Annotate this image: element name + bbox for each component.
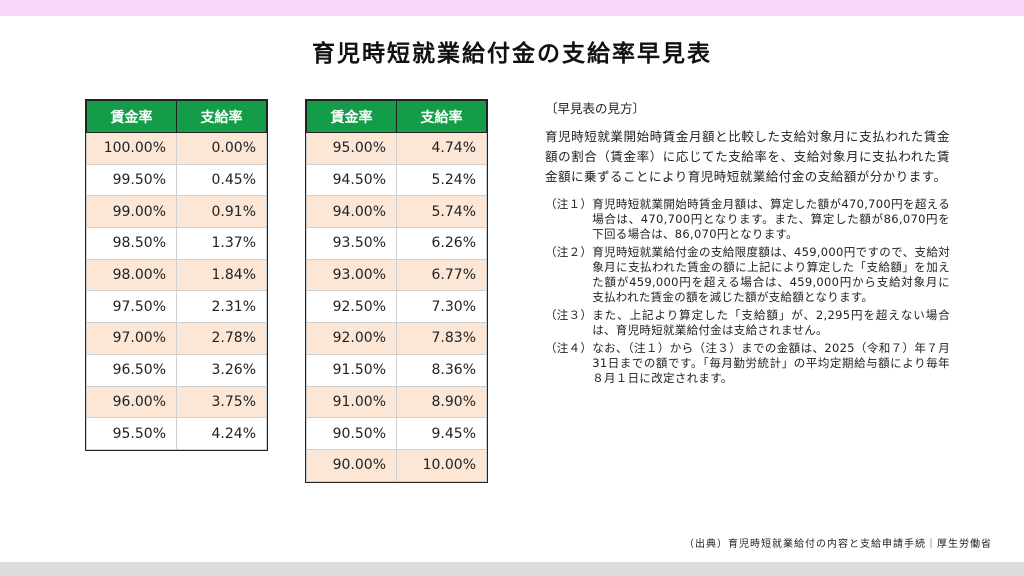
table-row: 100.00% 0.00% [86,132,267,165]
payment-rate-cell: 9.45% [396,417,487,450]
table-row: 99.00% 0.91% [86,195,267,229]
note-text: また、上記より算定した「支給額」が、2,295円を超えない場合は、育児時短就業給… [592,308,950,337]
payment-rate-cell: 6.26% [396,227,487,260]
wage-rate-cell: 98.50% [86,227,177,260]
table-row: 98.00% 1.84% [86,258,267,292]
payment-rate-cell: 2.78% [176,322,267,355]
wage-rate-cell: 95.00% [306,132,397,165]
rate-table-right: 賃金率 支給率 95.00% 4.74% 94.50% 5.24% 94.00% 5.74… [305,99,488,483]
table-header-row: 賃金率 支給率 [86,100,267,133]
note-label: （注１） [545,197,593,211]
page-title: 育児時短就業給付金の支給率早見表 [312,41,712,67]
table-row: 91.50% 8.36% [306,353,487,387]
payment-rate-cell: 5.24% [396,163,487,197]
table-row: 97.50% 2.31% [86,290,267,324]
table-row: 95.50% 4.24% [86,417,267,450]
rate-table-right-body: 95.00% 4.74% 94.50% 5.24% 94.00% 5.74% 93.50% 6… [306,132,487,482]
rate-table-left: 賃金率 支給率 100.00% 0.00% 99.50% 0.45% 99.00% 0.9… [85,99,268,451]
payment-rate-cell: 6.77% [396,258,487,292]
wage-rate-cell: 98.00% [86,258,177,292]
table-row: 97.00% 2.78% [86,322,267,355]
table-row: 99.50% 0.45% [86,163,267,197]
wage-rate-cell: 94.50% [306,163,397,197]
wage-rate-cell: 97.50% [86,290,177,324]
note-label: （注３） [545,308,593,322]
wage-rate-cell: 95.50% [86,417,177,450]
wage-rate-cell: 92.50% [306,290,397,324]
wage-rate-cell: 91.00% [306,385,397,419]
top-color-band [0,0,1024,16]
note-item: （注１） 育児時短就業開始時賃金月額は、算定した額が470,700円を超える場合は… [545,197,950,242]
payment-rate-cell: 3.26% [176,353,267,387]
table-row: 98.50% 1.37% [86,227,267,260]
table-row: 94.50% 5.24% [306,163,487,197]
wage-rate-cell: 99.50% [86,163,177,197]
table-row: 90.50% 9.45% [306,417,487,450]
wage-rate-cell: 94.00% [306,195,397,229]
payment-rate-cell: 5.74% [396,195,487,229]
notes-list: （注１） 育児時短就業開始時賃金月額は、算定した額が470,700円を超える場合は… [545,197,950,386]
payment-rate-cell: 1.37% [176,227,267,260]
bottom-color-band [0,562,1024,576]
wage-rate-cell: 96.00% [86,385,177,419]
payment-rate-cell: 0.00% [176,132,267,165]
table-row: 93.50% 6.26% [306,227,487,260]
wage-rate-cell: 100.00% [86,132,177,165]
table-row: 92.00% 7.83% [306,322,487,355]
table-row: 96.00% 3.75% [86,385,267,419]
table-row: 95.00% 4.74% [306,132,487,165]
note-text: 育児時短就業給付金の支給限度額は、459,000円ですので、支給対象月に支払われ… [592,245,950,304]
payment-rate-cell: 8.90% [396,385,487,419]
column-header-payment-rate: 支給率 [396,100,487,133]
table-row: 96.50% 3.26% [86,353,267,387]
wage-rate-cell: 97.00% [86,322,177,355]
table-row: 91.00% 8.90% [306,385,487,419]
payment-rate-cell: 7.83% [396,322,487,355]
wage-rate-cell: 93.50% [306,227,397,260]
note-text: なお、（注１）から（注３）までの金額は、2025（令和７）年７月31日までの額で… [592,341,950,385]
payment-rate-cell: 10.00% [396,448,487,482]
column-header-payment-rate: 支給率 [176,100,267,133]
note-label: （注２） [545,245,593,259]
column-header-wage-rate: 賃金率 [86,100,177,133]
payment-rate-cell: 4.24% [176,417,267,450]
table-row: 92.50% 7.30% [306,290,487,324]
payment-rate-cell: 0.45% [176,163,267,197]
wage-rate-cell: 90.00% [306,448,397,482]
rate-table-left-body: 100.00% 0.00% 99.50% 0.45% 99.00% 0.91% 98.50%… [86,132,267,450]
wage-rate-cell: 91.50% [306,353,397,387]
note-text: 育児時短就業開始時賃金月額は、算定した額が470,700円を超える場合は、470… [592,197,950,241]
payment-rate-cell: 1.84% [176,258,267,292]
explanation-panel: 〔早見表の見方〕 育児時短就業開始時賃金月額と比較した支給対象月に支払われた賃金… [545,98,950,389]
note-item: （注２） 育児時短就業給付金の支給限度額は、459,000円ですので、支給対象月に… [545,245,950,305]
note-item: （注３） また、上記より算定した「支給額」が、2,295円を超えない場合は、育児時… [545,308,950,338]
column-header-wage-rate: 賃金率 [306,100,397,133]
payment-rate-cell: 8.36% [396,353,487,387]
payment-rate-cell: 0.91% [176,195,267,229]
table-row: 90.00% 10.00% [306,448,487,482]
payment-rate-cell: 4.74% [396,132,487,165]
wage-rate-cell: 96.50% [86,353,177,387]
note-item: （注４） なお、（注１）から（注３）までの金額は、2025（令和７）年７月31日ま… [545,341,950,386]
payment-rate-cell: 2.31% [176,290,267,324]
payment-rate-cell: 3.75% [176,385,267,419]
table-row: 94.00% 5.74% [306,195,487,229]
note-label: （注４） [545,341,593,355]
wage-rate-cell: 92.00% [306,322,397,355]
source-citation: （出典）育児時短就業給付の内容と支給申請手続｜厚生労働省 [684,539,992,550]
wage-rate-cell: 90.50% [306,417,397,450]
table-row: 93.00% 6.77% [306,258,487,292]
payment-rate-cell: 7.30% [396,290,487,324]
wage-rate-cell: 93.00% [306,258,397,292]
howto-title: 〔早見表の見方〕 [545,101,646,116]
table-header-row: 賃金率 支給率 [306,100,487,133]
howto-intro: 育児時短就業開始時賃金月額と比較した支給対象月に支払われた賃金額の割合（賃金率）… [545,129,950,184]
wage-rate-cell: 99.00% [86,195,177,229]
